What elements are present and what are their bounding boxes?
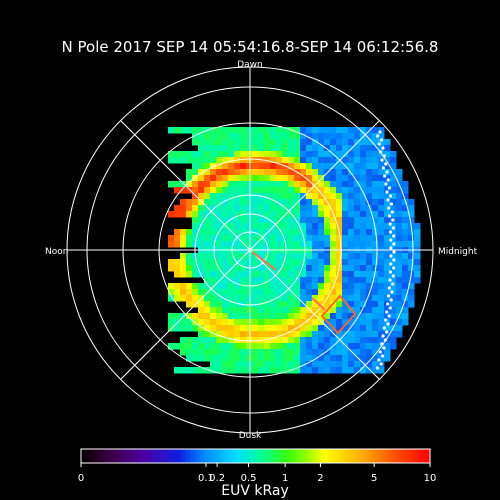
boundary-dot [375,366,379,370]
pole-vector-line-outer [311,297,326,311]
boundary-dot [378,350,382,354]
boundary-dot [388,194,393,198]
boundary-dot [389,262,393,266]
boundary-dot [383,318,388,322]
colorbar [80,448,431,464]
label-dawn: Dawn [237,60,263,70]
boundary-dot [388,278,392,282]
boundary-dot [390,210,394,214]
boundary-dot [387,186,392,190]
boundary-dot [377,358,381,362]
boundary-dot [384,182,388,186]
boundary-dot [392,258,396,262]
label-noon: Noon [45,247,68,257]
boundary-dot [384,162,388,166]
grid-spoke-315 [249,120,380,251]
grid-spoke-225 [120,120,251,251]
boundary-dot [387,314,391,318]
boundary-dot [388,306,392,310]
boundary-dot [389,298,393,302]
boundary-dot [381,146,385,150]
boundary-dot [391,274,395,278]
boundary-dot [385,310,389,314]
boundary-dot [383,174,387,178]
boundary-dot [385,170,389,174]
boundary-dot [379,150,383,154]
footprint-diamond-marker [320,294,357,335]
boundary-dot [380,342,384,346]
boundary-dot [386,198,390,202]
label-midnight: Midnight [438,247,478,257]
boundary-dot [382,154,386,158]
boundary-dot [380,354,385,358]
boundary-dot [391,218,395,222]
boundary-dot [380,158,384,162]
boundary-dot [389,238,393,242]
grid-spoke-135 [120,249,251,380]
boundary-dot [379,362,383,366]
boundary-dot [382,346,386,350]
colorbar-tick-label: 5 [371,473,377,484]
boundary-dot [383,338,388,342]
grid-spoke-45 [249,249,380,380]
boundary-dot [379,138,384,142]
boundary-dot [389,202,393,206]
colorbar-tick-label: 10 [424,473,437,484]
annotations [251,130,396,370]
boundary-dot [392,250,396,254]
boundary-dot [386,302,390,306]
boundary-dot [388,270,393,274]
boundary-dot [381,166,386,170]
boundary-dot [386,178,390,182]
colorbar-tick-label: 2 [317,473,323,484]
polar-grid [66,66,434,434]
colorbar-tick-label: 1 [282,473,288,484]
boundary-dot [392,234,396,238]
boundary-dot [376,134,380,138]
pole-vector-line [251,251,277,271]
boundary-dot [381,334,385,338]
boundary-dot [392,266,396,270]
boundary-dot [385,190,389,194]
colorbar-tick-label: 0.5 [241,473,257,484]
colorbar-tick-label: 0 [78,473,84,484]
boundary-dot [387,294,391,298]
chart-title: N Pole 2017 SEP 14 05:54:16.8-SEP 14 06:… [62,38,439,56]
boundary-dot [391,282,395,286]
boundary-dot [385,330,389,334]
boundary-dot [387,214,392,218]
boundary-dot [390,290,394,294]
boundary-dot [386,322,390,326]
colorbar-tick-label: 0.2 [209,473,225,484]
boundary-dot [387,206,391,210]
boundary-dot [387,286,391,290]
boundary-dot [382,326,386,330]
colorbar-ticks: 0 0.10.2 0.5 1 2 5 10 [78,463,437,484]
colorbar-label: EUV kRay [221,483,289,499]
colorbar-tick-label: 0.1 [198,473,214,484]
boundary-dot [391,226,395,230]
boundary-dot [389,246,393,250]
boundary-dot [388,222,392,226]
label-dusk: Dusk [239,431,262,441]
boundary-dot [378,130,382,134]
boundary-dot [388,230,393,234]
boundary-dot [389,254,393,258]
nightside-boundary-dots [375,130,396,370]
boundary-dot [377,142,381,146]
boundary-dot [392,242,396,246]
